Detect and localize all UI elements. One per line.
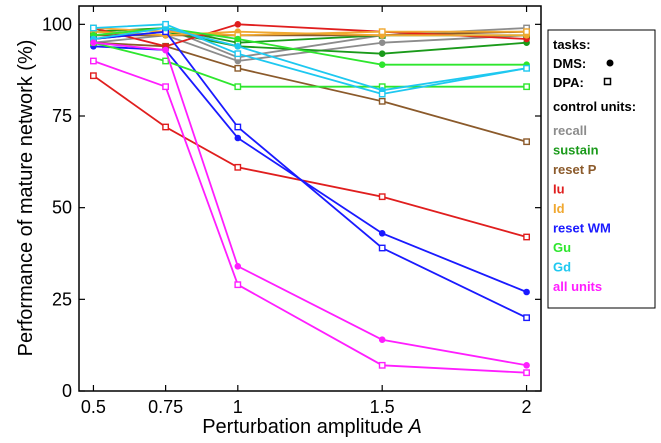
series-line-reset-p-dpa	[93, 41, 527, 143]
data-point	[234, 123, 242, 131]
series-line-all-units-dms	[93, 41, 527, 367]
legend-unit-iu: Iu	[553, 182, 565, 197]
series-reset-wm-dms	[90, 43, 530, 296]
data-point	[162, 20, 169, 28]
data-point	[378, 230, 386, 237]
legend-unit-recall: recall	[553, 123, 587, 138]
data-point	[162, 57, 169, 65]
data-point	[378, 336, 386, 344]
y-tick-label: 75	[52, 106, 72, 126]
x-axis-label-text: Perturbation amplitude	[202, 416, 403, 438]
data-point	[378, 244, 386, 252]
series-line-all-units-dpa	[93, 60, 527, 374]
legend-units-title: control units:	[553, 99, 636, 114]
data-point	[523, 138, 531, 146]
data-point	[523, 314, 531, 322]
series-iu-dpa	[89, 72, 531, 241]
axis-ticks: 0 25 50 75 100 0.5 0.75 1 1.5 2	[42, 6, 541, 417]
data-point	[378, 90, 386, 98]
data-point	[234, 43, 242, 50]
legend-unit-gu: Gu	[553, 240, 571, 255]
x-tick-label: 1.5	[370, 397, 395, 417]
legend-unit-gd: Gd	[553, 260, 571, 275]
data-point	[162, 46, 169, 54]
legend-units: recall sustain reset P Iu Id reset WM Gu Gd all …	[553, 123, 611, 294]
data-point	[234, 281, 242, 289]
data-point	[523, 83, 531, 91]
series-layer	[89, 20, 531, 377]
data-point	[89, 24, 97, 32]
x-tick-label: 1	[233, 397, 243, 417]
data-point	[523, 369, 531, 377]
legend-dpa-marker-icon	[603, 77, 612, 86]
y-tick-label: 100	[42, 14, 72, 34]
data-point	[378, 193, 386, 201]
x-tick-label: 2	[522, 397, 532, 417]
y-tick-label: 50	[52, 198, 72, 218]
legend-unit-reset-wm: reset WM	[553, 221, 611, 236]
legend-task-dpa-label: DPA:	[553, 75, 584, 90]
legend-unit-sustain: sustain	[553, 143, 599, 158]
series-line-reset-wm-dms	[93, 45, 527, 293]
x-axis-label-variable: A	[407, 416, 421, 438]
data-point	[378, 28, 386, 36]
x-tick-label: 0.75	[148, 397, 183, 417]
legend-tasks-title: tasks:	[553, 37, 591, 52]
series-reset-p-dpa	[89, 39, 531, 146]
legend-box	[547, 29, 656, 309]
y-tick-label: 25	[52, 289, 72, 309]
data-point	[523, 362, 530, 369]
data-point	[89, 72, 97, 80]
legend-task-dms-label: DMS:	[553, 56, 586, 71]
data-point	[378, 61, 386, 68]
data-point	[523, 288, 530, 296]
data-point	[234, 163, 242, 171]
plot-frame	[78, 5, 542, 392]
data-point	[234, 64, 242, 72]
legend-unit-reset-p: reset P	[553, 162, 597, 177]
legend-unit-id: Id	[553, 201, 565, 216]
data-point	[234, 35, 242, 43]
y-tick-label: 0	[62, 381, 72, 401]
series-gd-dpa	[89, 20, 531, 98]
y-axis-label: Performance of mature network (%)	[15, 40, 37, 357]
data-point	[378, 97, 386, 105]
data-point	[234, 83, 242, 91]
legend: tasks: DMS: DPA: control units: recall su…	[547, 29, 656, 309]
data-point	[523, 64, 531, 72]
legend-dms-marker-icon	[606, 59, 614, 67]
data-point	[90, 39, 97, 46]
series-all-units-dpa	[89, 57, 531, 377]
data-point	[378, 50, 386, 57]
data-point	[234, 21, 242, 28]
data-point	[378, 39, 386, 46]
series-line-iu-dpa	[92, 74, 527, 238]
data-point	[162, 123, 169, 131]
data-point	[378, 361, 386, 369]
x-tick-label: 0.5	[81, 397, 106, 417]
data-point	[523, 233, 531, 241]
series-reset-wm-dpa	[89, 28, 531, 322]
data-point	[234, 263, 242, 270]
data-point	[234, 50, 242, 58]
data-point	[162, 83, 169, 91]
legend-unit-all-units: all units	[553, 279, 602, 294]
series-all-units-dms	[90, 39, 530, 369]
data-point	[89, 57, 97, 65]
x-axis-label: Perturbation amplitude A	[202, 416, 422, 438]
data-point	[234, 134, 242, 142]
data-point	[523, 28, 531, 36]
